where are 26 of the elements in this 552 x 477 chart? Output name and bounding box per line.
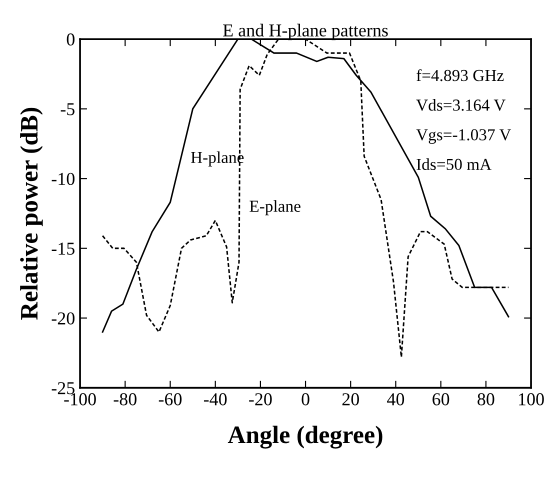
y-tick-label: 0	[66, 33, 74, 46]
chart-title: E and H-plane patterns	[223, 24, 388, 40]
series-label: E-plane	[250, 200, 300, 216]
x-tick-label: -100	[64, 393, 96, 406]
x-tick-label: 80	[478, 393, 494, 406]
x-tick-label: 20	[342, 393, 359, 406]
y-tick-label: -15	[52, 242, 74, 255]
annotation: Vds=3.164 V	[416, 99, 506, 111]
y-tick-label: -20	[52, 312, 74, 325]
x-tick-label: 60	[432, 393, 450, 406]
x-tick-label: -20	[249, 393, 272, 406]
y-tick-label: -5	[60, 103, 74, 116]
series-label: H-plane	[191, 151, 244, 166]
x-tick-label: -60	[158, 393, 182, 406]
x-tick-label: 40	[387, 393, 404, 406]
y-tick-label: -10	[52, 172, 74, 186]
x-tick-label: -40	[204, 393, 227, 406]
y-tick-label: -25	[52, 382, 74, 394]
x-tick-label: 0	[302, 393, 310, 406]
annotation: f=4.893 GHz	[416, 69, 504, 82]
annotation: Vgs=-1.037 V	[416, 129, 512, 144]
x-tick-label: 100	[519, 393, 544, 406]
x-tick-label: -80	[114, 393, 136, 406]
y-axis-title: Relative power (dB)	[20, 108, 43, 320]
x-axis-title: Angle (degree)	[228, 426, 382, 449]
annotation: Ids=50 mA	[416, 158, 492, 170]
